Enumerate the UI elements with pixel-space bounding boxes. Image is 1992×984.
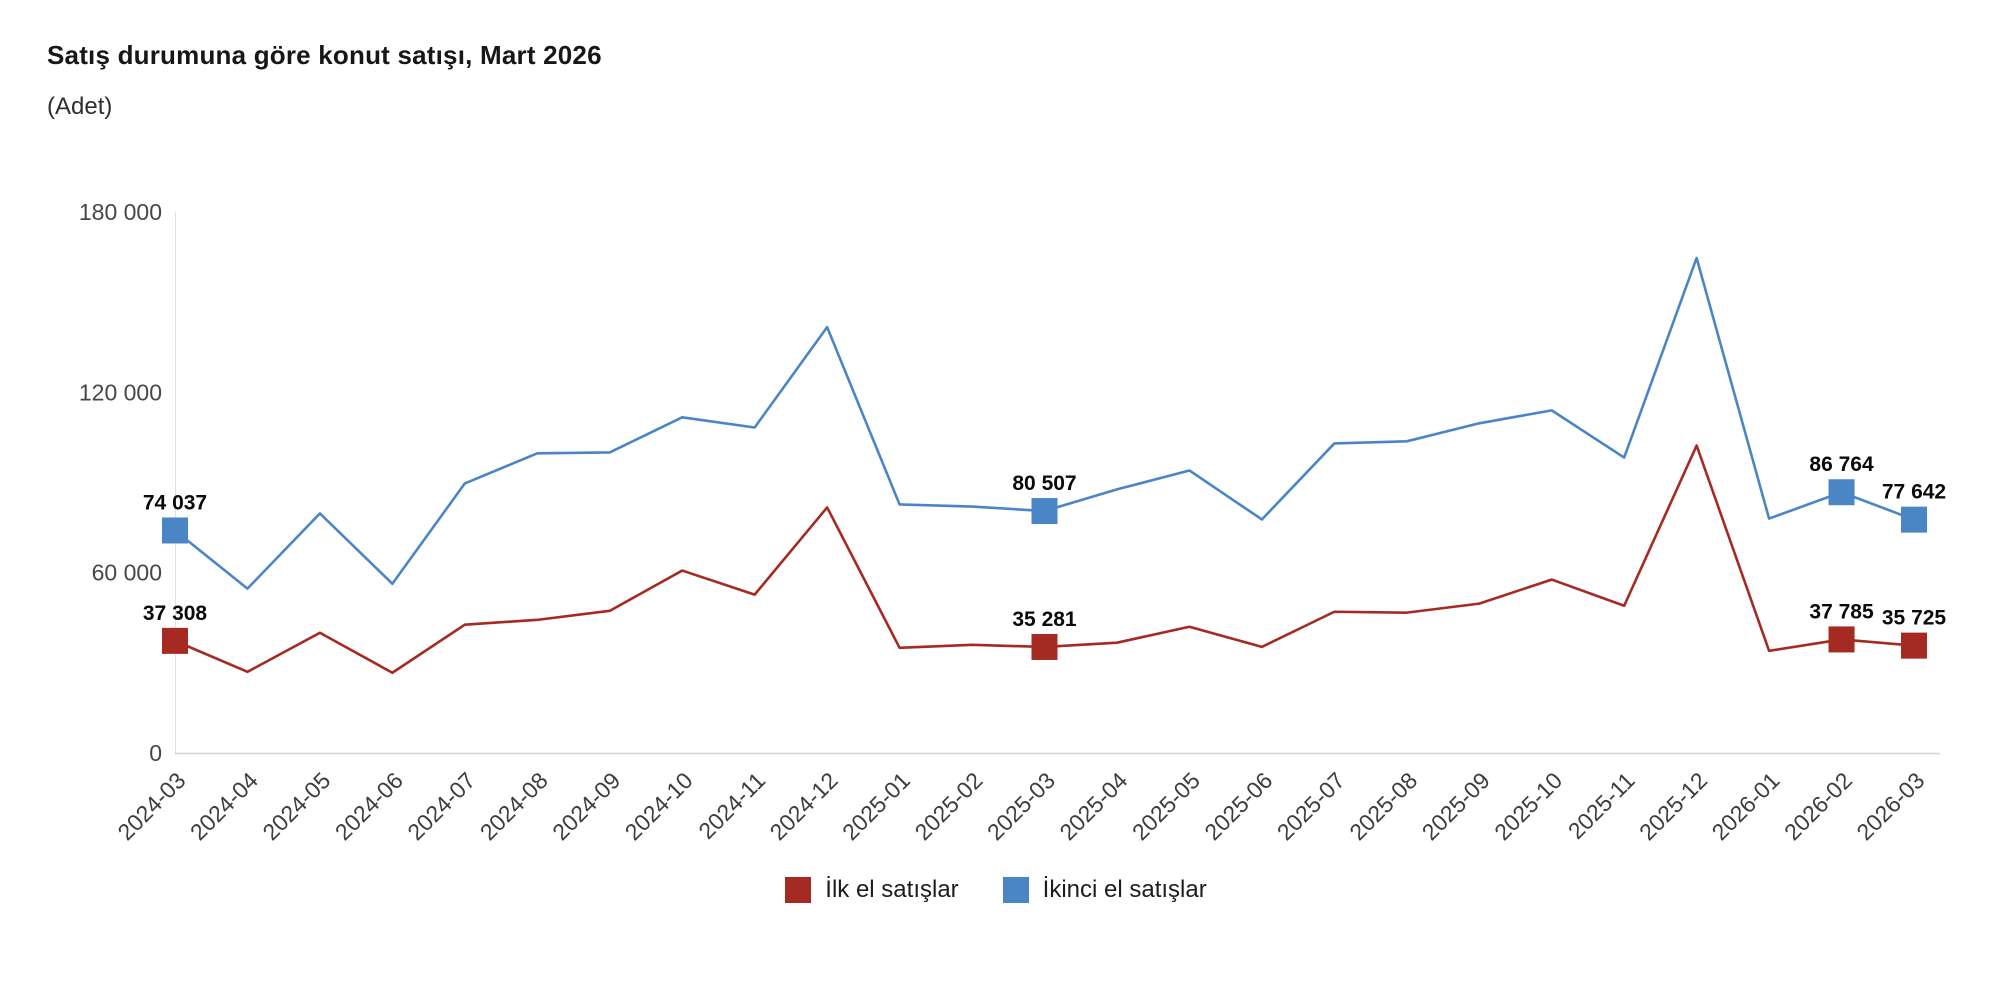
x-tick-label: 2025-05 [1127,767,1205,845]
data-point-label: 74 037 [143,491,207,514]
x-tick-label: 2025-09 [1417,767,1495,845]
data-point-label: 80 507 [1012,472,1076,495]
x-tick-label: 2025-08 [1344,767,1422,845]
x-tick-label: 2024-04 [185,767,263,845]
legend-label: İlk el satışlar [825,876,959,903]
legend-item-second-hand-sales[interactable]: İkinci el satışlar [1002,876,1207,904]
data-point-marker [1828,479,1855,506]
x-tick-label: 2025-10 [1489,767,1567,845]
x-tick-label: 2025-04 [1054,767,1132,845]
legend-label: İkinci el satışlar [1042,876,1207,903]
x-tick-label: 2024-10 [620,767,698,845]
x-tick-label: 2024-09 [547,767,625,845]
x-tick-label: 2024-05 [257,767,335,845]
data-point-label: 77 642 [1882,481,1946,504]
x-tick-label: 2025-01 [837,767,915,845]
data-point-marker [162,517,188,544]
x-tick-label: 2025-11 [1563,767,1640,844]
data-point-marker [162,627,188,654]
x-tick-label: 2026-02 [1779,767,1857,845]
x-tick-label: 2025-06 [1199,767,1277,845]
second-hand-sales-swatch-icon [1002,877,1029,903]
x-tick-label: 2024-11 [693,767,770,844]
y-tick-label: 0 [149,740,162,766]
y-tick-label: 180 000 [79,199,162,225]
data-point-label: 35 725 [1882,607,1947,630]
legend-item-first-hand-sales[interactable]: İlk el satışlar [785,876,959,904]
x-tick-label: 2026-03 [1851,767,1929,845]
chart-legend: İlk el satışlar İkinci el satışlar [0,876,1992,904]
x-tick-label: 2025-07 [1272,767,1350,845]
x-tick-label: 2025-03 [982,767,1060,845]
data-point-marker [1901,632,1927,659]
x-tick-label: 2024-08 [475,767,553,845]
x-tick-label: 2024-07 [402,767,480,845]
chart-header: Satış durumuna göre konut satışı, Mart 2… [47,40,602,121]
data-point-marker [1031,498,1058,525]
data-point-label: 37 308 [143,602,208,625]
data-point-label: 35 281 [1012,608,1077,631]
data-point-marker [1828,626,1855,653]
x-tick-label: 2026-01 [1707,767,1785,845]
x-tick-label: 2024-06 [330,767,408,845]
data-point-label: 86 764 [1809,453,1874,476]
data-point-marker [1031,633,1058,660]
chart-title: Satış durumuna göre konut satışı, Mart 2… [47,40,602,70]
data-point-label: 37 785 [1809,600,1874,623]
x-tick-label: 2024-12 [765,767,843,845]
x-tick-label: 2024-03 [112,767,190,845]
chart-subtitle: (Adet) [47,93,113,120]
y-tick-label: 120 000 [79,379,162,405]
x-tick-label: 2025-02 [909,767,987,845]
x-tick-label: 2025-12 [1634,767,1712,845]
first-hand-sales-swatch-icon [785,877,812,903]
data-point-marker [1901,506,1927,533]
y-tick-label: 60 000 [92,560,162,586]
